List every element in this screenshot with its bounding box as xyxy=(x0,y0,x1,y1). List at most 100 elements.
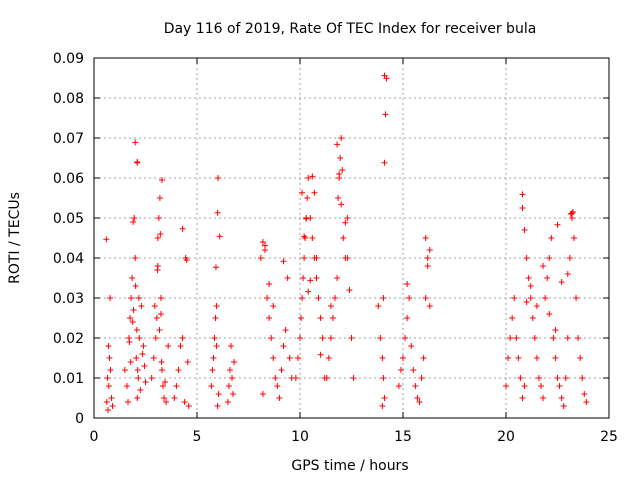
data-point xyxy=(148,375,155,381)
data-point xyxy=(334,141,341,148)
data-point xyxy=(105,407,112,413)
data-point xyxy=(155,215,162,221)
data-point xyxy=(523,299,530,305)
data-point xyxy=(527,295,534,301)
y-tick-label: 0.04 xyxy=(53,251,84,267)
data-point xyxy=(132,255,139,261)
data-point xyxy=(266,281,273,287)
data-point xyxy=(548,235,555,241)
data-point xyxy=(511,295,518,301)
data-point xyxy=(533,355,540,361)
data-point xyxy=(108,395,115,401)
data-point xyxy=(103,236,110,243)
data-point xyxy=(212,264,219,271)
data-point xyxy=(335,195,342,201)
data-point xyxy=(158,367,165,373)
data-point xyxy=(154,235,161,241)
data-point xyxy=(348,335,355,341)
data-point xyxy=(158,177,165,183)
y-tick-label: 0.09 xyxy=(53,51,84,67)
data-point xyxy=(554,375,561,381)
data-point xyxy=(581,391,588,397)
data-point xyxy=(521,227,528,233)
data-point xyxy=(402,335,409,341)
data-point xyxy=(309,235,316,241)
data-point xyxy=(552,327,559,333)
data-point xyxy=(284,275,291,281)
data-point xyxy=(550,335,557,341)
data-point xyxy=(426,247,433,253)
data-point xyxy=(424,255,431,261)
data-point xyxy=(292,375,299,381)
data-point xyxy=(264,295,271,301)
data-point xyxy=(517,375,524,381)
data-point xyxy=(278,367,285,373)
data-point xyxy=(344,215,351,221)
data-point xyxy=(231,359,238,365)
data-point xyxy=(523,255,530,261)
data-point xyxy=(395,383,402,389)
data-point xyxy=(156,195,163,201)
data-point xyxy=(575,335,582,341)
data-point xyxy=(134,367,141,373)
axis-ticks xyxy=(93,57,610,419)
data-point xyxy=(177,343,184,349)
data-point xyxy=(300,275,307,281)
data-point xyxy=(130,219,137,225)
data-point xyxy=(327,303,334,309)
data-point xyxy=(408,343,415,349)
data-point xyxy=(185,403,192,409)
data-point xyxy=(334,275,341,281)
data-point xyxy=(531,335,538,341)
data-point xyxy=(336,171,343,177)
data-point xyxy=(344,255,351,261)
data-point xyxy=(132,283,139,289)
data-point xyxy=(525,275,532,281)
data-point xyxy=(315,295,322,301)
data-point xyxy=(346,287,353,293)
data-point xyxy=(151,303,158,309)
data-point xyxy=(410,367,417,373)
data-point xyxy=(272,375,279,381)
data-point xyxy=(301,255,308,261)
x-tick-label: 25 xyxy=(600,429,618,445)
data-point xyxy=(533,303,540,309)
data-point xyxy=(211,335,218,341)
data-point xyxy=(507,335,514,341)
data-point xyxy=(299,295,306,301)
data-point xyxy=(381,395,388,401)
data-point xyxy=(270,355,277,361)
data-point xyxy=(382,111,389,118)
data-point xyxy=(562,375,569,381)
data-point xyxy=(397,367,404,373)
data-point xyxy=(350,375,357,381)
data-point xyxy=(141,363,148,369)
data-point xyxy=(152,335,159,341)
data-point xyxy=(521,383,528,389)
data-point xyxy=(139,351,146,357)
data-point xyxy=(132,139,139,146)
data-point xyxy=(309,173,316,180)
data-point xyxy=(542,295,549,301)
data-point xyxy=(566,255,573,261)
y-tick-label: 0.03 xyxy=(53,291,84,307)
y-tick-label: 0.08 xyxy=(53,91,84,107)
x-tick-label: 0 xyxy=(90,429,99,445)
data-point xyxy=(157,231,164,237)
data-point xyxy=(573,295,580,301)
chart-title: Day 116 of 2019, Rate Of TEC Index for r… xyxy=(164,21,537,37)
data-point xyxy=(319,335,326,341)
data-point xyxy=(325,355,332,361)
data-point xyxy=(276,395,283,401)
data-point xyxy=(124,399,131,405)
data-point xyxy=(150,355,157,361)
data-point xyxy=(400,355,406,361)
data-point xyxy=(225,383,232,389)
data-point xyxy=(307,215,314,221)
data-point xyxy=(422,295,429,301)
data-point xyxy=(130,307,137,313)
data-point xyxy=(513,335,520,341)
plot-frame xyxy=(93,57,610,419)
data-point xyxy=(340,235,347,241)
data-point xyxy=(424,263,431,269)
